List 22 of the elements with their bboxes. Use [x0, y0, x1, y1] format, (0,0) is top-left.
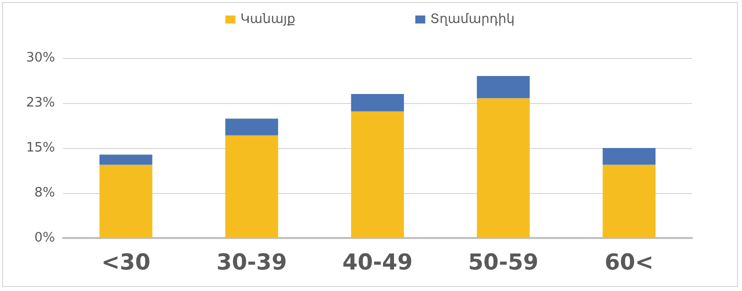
bar — [225, 135, 278, 238]
legend-label: Տղամարդիկ — [430, 12, 515, 27]
bar — [476, 76, 530, 98]
y-tick-label: 30% — [26, 50, 55, 66]
y-tick-label: 23% — [26, 96, 55, 110]
x-tick-label: 30-39 — [216, 250, 287, 276]
y-tick-label: 15% — [26, 140, 55, 156]
bar — [351, 94, 404, 112]
bar — [602, 164, 656, 238]
x-tick-label: 50-59 — [468, 250, 538, 276]
legend-label: Կանայք — [240, 12, 296, 27]
bar — [99, 164, 152, 238]
x-tick-label: <30 — [101, 250, 150, 276]
bar — [476, 98, 530, 238]
bar — [225, 118, 278, 136]
x-tick-label: 60< — [604, 250, 654, 276]
y-tick-label: 0% — [34, 230, 55, 246]
y-tick-label: 8% — [34, 186, 55, 200]
bar — [351, 111, 404, 238]
bar — [602, 148, 656, 165]
bar — [99, 154, 152, 165]
x-tick-label: 40-49 — [342, 250, 413, 276]
